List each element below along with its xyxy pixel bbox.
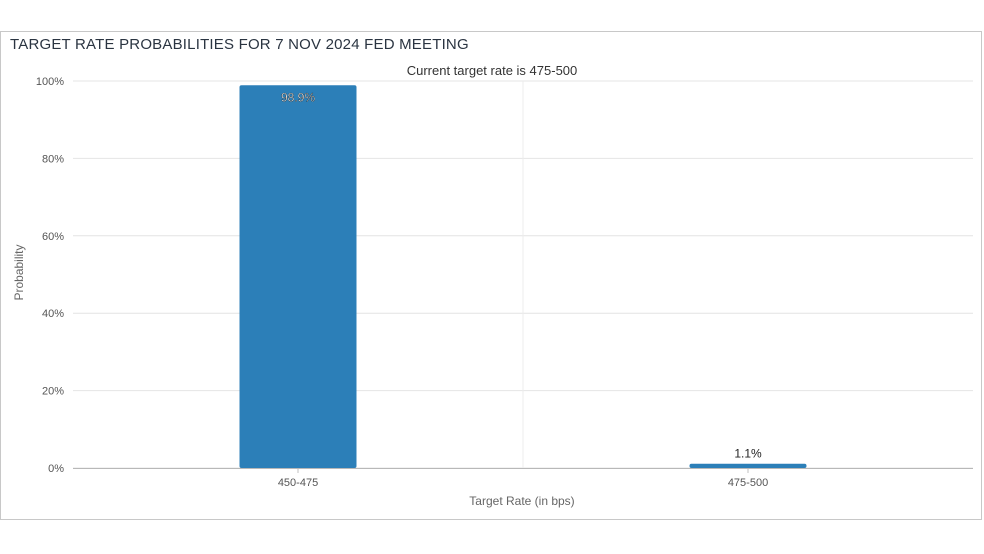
x-tick-label: 450-475 (278, 477, 318, 489)
data-label: 98.9% (281, 90, 315, 104)
bar-475-500 (689, 463, 807, 468)
y-tick-label: 20% (42, 386, 64, 398)
bar-450-475 (239, 85, 357, 469)
y-tick-label: 80% (42, 153, 64, 165)
y-tick-label: 0% (48, 463, 64, 475)
data-label: 1.1% (734, 447, 762, 461)
chart-panel (0, 31, 982, 520)
chart-subtitle: Current target rate is 475-500 (407, 63, 578, 78)
label-layer: 0% 20% 40% 60% 80% 100% 450-475 98.9% 475-500 1.1… (36, 76, 768, 489)
x-axis-title: Target Rate (in bps) (469, 494, 574, 508)
y-axis-title: Probability (12, 244, 26, 300)
bar-layer (239, 85, 807, 469)
x-tick-label: 475-500 (728, 477, 768, 489)
y-tick-label: 100% (36, 76, 64, 88)
y-tick-label: 40% (42, 308, 64, 320)
grid-layer (73, 80, 973, 473)
chart-title: TARGET RATE PROBABILITIES FOR 7 NOV 2024… (10, 36, 469, 53)
y-tick-label: 60% (42, 231, 64, 243)
